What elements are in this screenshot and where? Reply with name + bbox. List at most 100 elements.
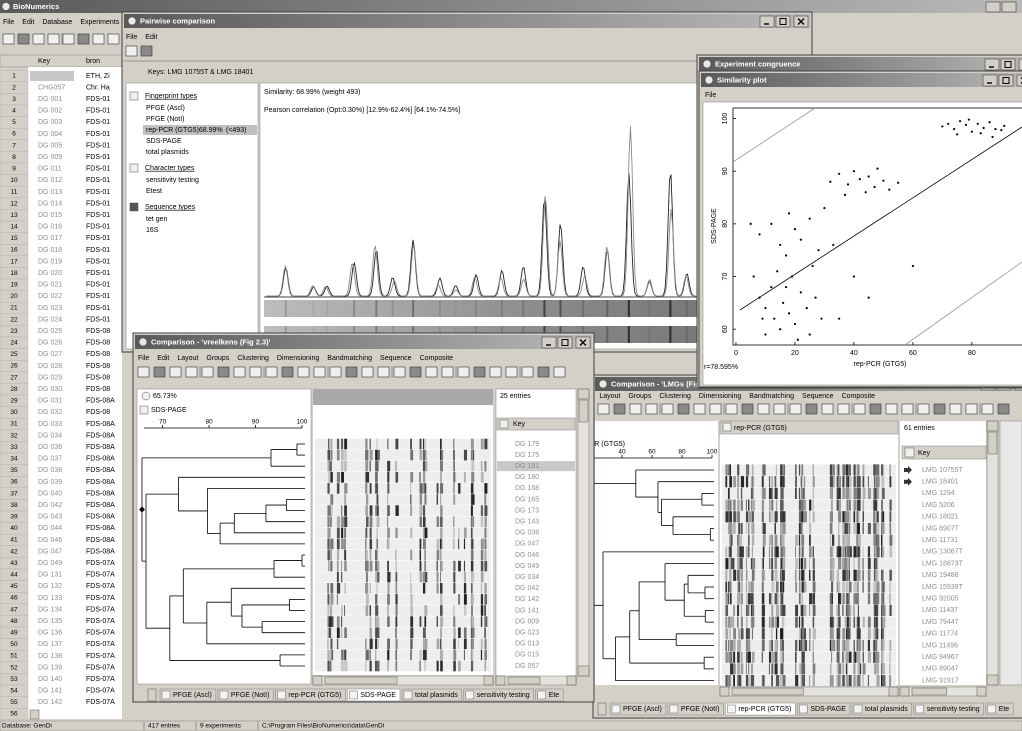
toolbar-button[interactable] <box>314 367 325 377</box>
toolbar-button[interactable] <box>48 34 59 44</box>
minimize-button[interactable] <box>986 2 1000 12</box>
toolbar-button[interactable] <box>822 404 833 414</box>
toolbar-button[interactable] <box>966 404 977 414</box>
scroll-thumb[interactable] <box>325 677 397 684</box>
tree-item[interactable]: SDS-PAGE <box>146 138 182 145</box>
key-entry[interactable]: LMG 18021 <box>922 514 959 521</box>
key-entry[interactable]: LMG 18401 <box>922 479 959 486</box>
toolbar-button[interactable] <box>870 404 881 414</box>
menu-item[interactable]: Sequence <box>802 393 834 400</box>
tree-heading[interactable]: Character types <box>145 165 195 172</box>
scroll-thumb[interactable] <box>732 688 803 695</box>
menu-item[interactable]: Bandmatching <box>327 355 372 362</box>
key-entry[interactable]: LMG 11496 <box>922 642 958 649</box>
menu-item[interactable]: Edit <box>145 34 157 41</box>
key-entry[interactable]: DG 042 <box>515 585 539 592</box>
key-entry[interactable]: LMG 79447 <box>922 619 959 626</box>
toolbar-button[interactable] <box>63 34 74 44</box>
toolbar-button[interactable] <box>678 404 689 414</box>
scroll-left[interactable] <box>313 676 322 685</box>
menu-item[interactable]: File <box>126 34 137 41</box>
tree-heading[interactable]: Sequence types <box>145 204 196 211</box>
toolbar-button[interactable] <box>522 367 533 377</box>
key-entry[interactable]: DG 046 <box>515 552 539 559</box>
menu-item[interactable]: Bandmatching <box>749 393 794 400</box>
key-entry[interactable]: LMG 11437 <box>922 607 958 614</box>
minimize-button[interactable] <box>983 75 997 86</box>
menu-item[interactable]: Clustering <box>237 355 269 362</box>
toolbar-button[interactable] <box>126 46 137 56</box>
toolbar-button[interactable] <box>458 367 469 377</box>
tab-label[interactable]: Ete <box>549 692 560 699</box>
key-entry[interactable]: DG 181 <box>515 463 539 470</box>
scroll-thumb[interactable] <box>579 400 588 422</box>
tab-label[interactable]: Ete <box>999 706 1010 713</box>
toolbar-button[interactable] <box>506 367 517 377</box>
toolbar-button[interactable] <box>218 367 229 377</box>
key-entry[interactable]: LMG 91917 <box>922 677 959 684</box>
scroll-left[interactable] <box>496 676 505 685</box>
key-entry[interactable]: DG 173 <box>515 507 539 514</box>
menu-item[interactable]: Composite <box>842 393 876 400</box>
toolbar-button[interactable] <box>950 404 961 414</box>
toolbar-button[interactable] <box>282 367 293 377</box>
key-entry[interactable]: DG 142 <box>515 596 539 603</box>
key-entry[interactable]: DG 013 <box>515 641 539 648</box>
toolbar-button[interactable] <box>234 367 245 377</box>
tab-label[interactable]: rep-PCR (GTG5) <box>738 706 791 713</box>
scroll-right[interactable] <box>484 676 493 685</box>
toolbar-button[interactable] <box>362 367 373 377</box>
menu-item[interactable]: File <box>3 19 14 26</box>
toolbar-button[interactable] <box>742 404 753 414</box>
toolbar-button[interactable] <box>330 367 341 377</box>
menu-item[interactable]: Experiments <box>80 19 119 26</box>
key-entry[interactable]: DG 141 <box>515 607 539 614</box>
toolbar-button[interactable] <box>774 404 785 414</box>
toolbar-button[interactable] <box>630 404 641 414</box>
toolbar-button[interactable] <box>998 404 1009 414</box>
tab-scroll-left[interactable] <box>148 689 156 701</box>
toolbar-button[interactable] <box>726 404 737 414</box>
toolbar-button[interactable] <box>614 404 625 414</box>
scrollbar[interactable] <box>578 389 589 676</box>
tree-item[interactable]: total plasmids <box>146 149 189 156</box>
scrollbar[interactable] <box>987 421 998 685</box>
key-entry[interactable]: LMG 15939T <box>922 584 964 591</box>
key-entry[interactable]: DG 179 <box>515 441 539 448</box>
toolbar-button[interactable] <box>138 367 149 377</box>
key-entry[interactable]: DG 047 <box>515 541 539 548</box>
key-entry[interactable]: LMG 13067T <box>922 549 964 556</box>
key-entry[interactable]: LMG 1294 <box>922 490 955 497</box>
minimize-button[interactable] <box>985 59 999 70</box>
toolbar-button[interactable] <box>694 404 705 414</box>
toolbar-button[interactable] <box>266 367 277 377</box>
key-entry[interactable]: DG 175 <box>515 452 539 459</box>
tab-label[interactable]: total plasmids <box>865 706 908 713</box>
toolbar-button[interactable] <box>538 367 549 377</box>
toolbar-button[interactable] <box>474 367 485 377</box>
toolbar-button[interactable] <box>410 367 421 377</box>
key-entry[interactable]: LMG 6907T <box>922 525 960 532</box>
menu-item[interactable]: Dimensioning <box>277 355 320 362</box>
toolbar-button[interactable] <box>78 34 89 44</box>
tab-label[interactable]: total plasmids <box>415 692 458 699</box>
scroll-right[interactable] <box>889 687 898 696</box>
scroll-up[interactable] <box>987 421 998 431</box>
tab-label[interactable]: sensitivity testing <box>927 706 980 713</box>
key-entry[interactable]: LMG 5206 <box>922 502 955 509</box>
key-entry[interactable]: LMG 11774 <box>922 631 958 638</box>
key-entry[interactable]: DG 049 <box>515 563 539 570</box>
scroll-up[interactable] <box>578 389 589 399</box>
toolbar-button[interactable] <box>202 367 213 377</box>
menu-item[interactable]: Edit <box>157 355 169 362</box>
toolbar-button[interactable] <box>662 404 673 414</box>
minimize-button[interactable] <box>760 16 774 27</box>
scroll-left[interactable] <box>900 687 909 696</box>
toolbar-button[interactable] <box>902 404 913 414</box>
menu-item[interactable]: Composite <box>420 355 454 362</box>
toolbar-button[interactable] <box>108 34 119 44</box>
toolbar-button[interactable] <box>982 404 993 414</box>
toolbar-button[interactable] <box>934 404 945 414</box>
scroll-down[interactable] <box>987 675 998 685</box>
maximize-button[interactable] <box>999 75 1013 86</box>
